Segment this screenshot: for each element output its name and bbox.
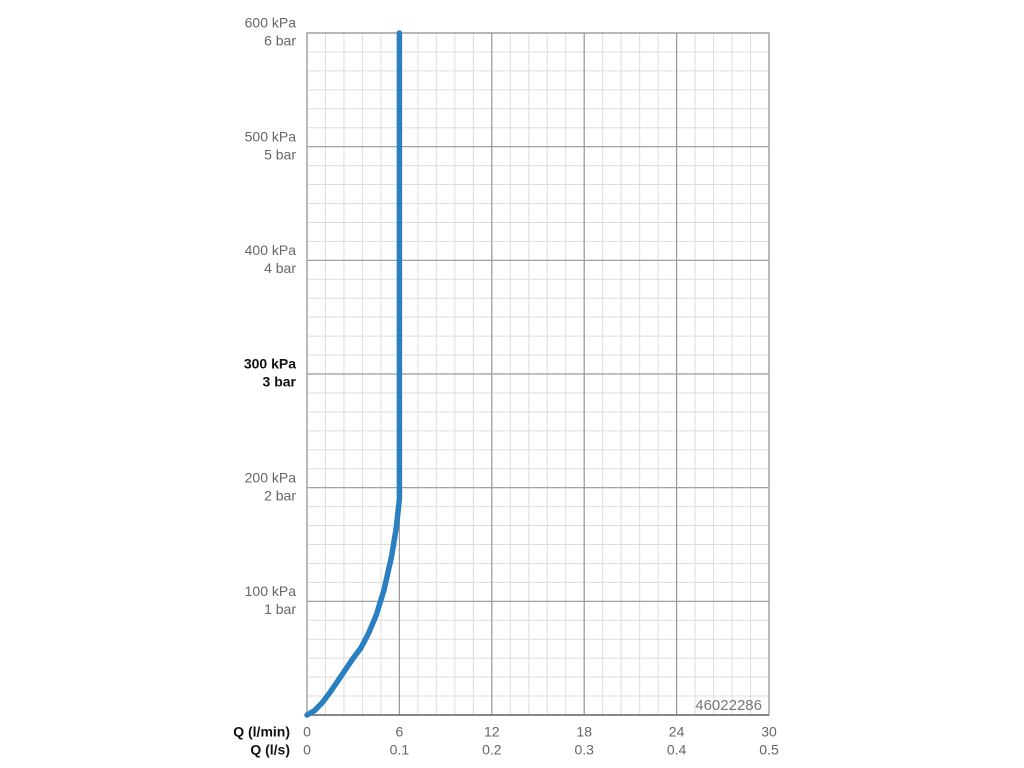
y2-tick-label: 5 bar — [264, 146, 296, 162]
y-tick-label: 200 kPa — [245, 469, 297, 485]
x2-tick-label: 0.1 — [390, 742, 410, 758]
y2-tick-label: 6 bar — [264, 33, 296, 49]
x2-axis-title: Q (l/s) — [250, 742, 290, 758]
x2-tick-label: 0.3 — [574, 742, 594, 758]
y-tick-label: 400 kPa — [245, 242, 297, 258]
y-tick-label: 600 kPa — [245, 15, 297, 31]
x-tick-label: 6 — [396, 724, 404, 740]
x-axis-title: Q (l/min) — [233, 724, 290, 740]
y-tick-label: 100 kPa — [245, 583, 297, 599]
x2-tick-label: 0.5 — [759, 742, 779, 758]
y2-tick-label: 3 bar — [263, 374, 297, 390]
x-tick-label: 12 — [484, 724, 500, 740]
y2-tick-label: 2 bar — [264, 487, 296, 503]
x-tick-label: 24 — [669, 724, 685, 740]
y2-tick-label: 1 bar — [264, 601, 296, 617]
y-tick-label: 300 kPa — [244, 356, 296, 372]
y-tick-label: 500 kPa — [245, 128, 297, 144]
x2-tick-label: 0 — [303, 742, 311, 758]
x-tick-label: 18 — [576, 724, 592, 740]
x-tick-label: 0 — [303, 724, 311, 740]
product-code: 46022286 — [695, 697, 762, 714]
flow-curve — [304, 30, 403, 718]
y2-tick-label: 4 bar — [264, 260, 296, 276]
x2-tick-label: 0.4 — [667, 742, 687, 758]
x2-tick-label: 0.2 — [482, 742, 502, 758]
x-tick-label: 30 — [761, 724, 777, 740]
